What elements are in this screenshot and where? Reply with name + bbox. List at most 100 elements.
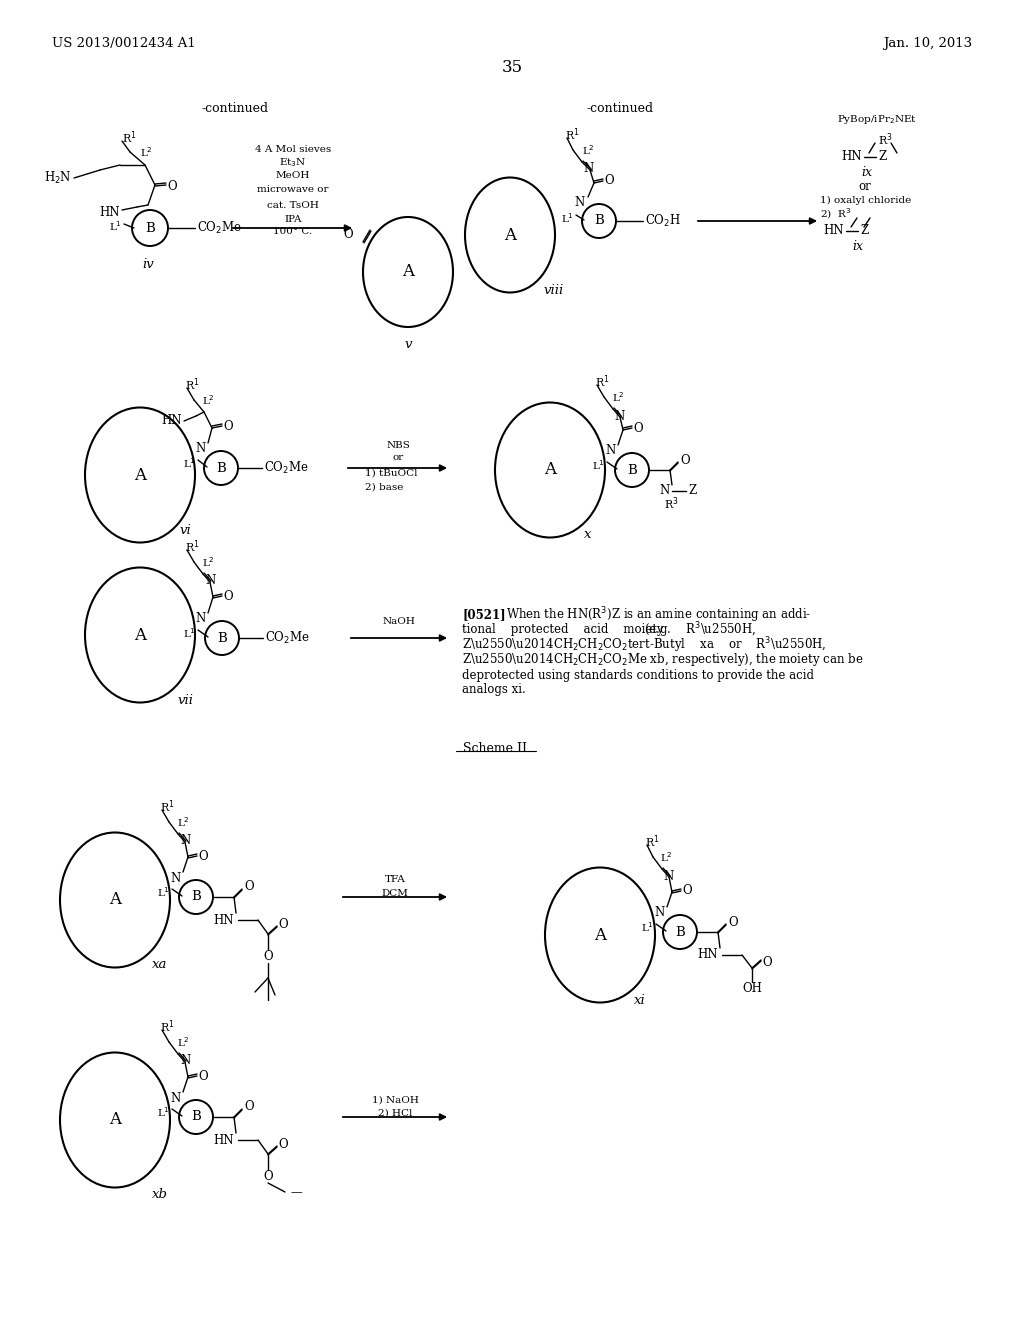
Text: HN: HN <box>823 224 844 238</box>
Text: N: N <box>614 409 625 422</box>
Text: N: N <box>205 574 215 587</box>
Text: O: O <box>633 421 643 434</box>
Text: 1) NaOH: 1) NaOH <box>372 1096 419 1105</box>
Text: O: O <box>278 1138 288 1151</box>
Text: A: A <box>134 466 146 483</box>
Text: O: O <box>278 917 288 931</box>
Text: N: N <box>583 162 593 176</box>
Text: HN: HN <box>213 1134 234 1147</box>
Text: O: O <box>198 850 208 862</box>
Text: CO$_2$H: CO$_2$H <box>645 213 681 230</box>
Text: O: O <box>680 454 689 466</box>
Text: 2) HCl: 2) HCl <box>378 1109 413 1118</box>
Text: 35: 35 <box>502 59 522 77</box>
Text: O: O <box>604 173 613 186</box>
Text: O: O <box>728 916 737 928</box>
Text: L$^1$: L$^1$ <box>157 1105 170 1119</box>
Text: O: O <box>167 180 176 193</box>
Text: A: A <box>504 227 516 243</box>
Text: N: N <box>196 612 206 626</box>
Text: viii: viii <box>544 284 564 297</box>
Text: L$^2$: L$^2$ <box>582 143 595 157</box>
Text: tional    protected    acid    moiety: tional protected acid moiety <box>462 623 664 636</box>
Text: —: — <box>290 1187 302 1200</box>
Text: O: O <box>682 884 691 898</box>
Text: L$^2$: L$^2$ <box>612 391 625 404</box>
Text: -continued: -continued <box>587 102 653 115</box>
Text: O: O <box>223 421 232 433</box>
Text: L$^1$: L$^1$ <box>183 626 196 640</box>
Text: iv: iv <box>142 259 154 272</box>
Text: microwave or: microwave or <box>257 185 329 194</box>
Text: R$^3$: R$^3$ <box>878 132 892 148</box>
Text: R$^1$: R$^1$ <box>565 127 580 144</box>
Text: L$^2$: L$^2$ <box>202 393 215 407</box>
Text: HN: HN <box>213 913 234 927</box>
Text: Scheme II: Scheme II <box>463 742 527 755</box>
Text: L$^2$: L$^2$ <box>202 556 215 569</box>
Text: B: B <box>191 891 201 903</box>
Text: Z: Z <box>688 484 696 498</box>
Text: N: N <box>654 907 665 920</box>
Text: (e.g.    R$^3$\u2550H,: (e.g. R$^3$\u2550H, <box>644 620 757 640</box>
Text: ix: ix <box>861 165 872 178</box>
Text: N: N <box>171 871 181 884</box>
Text: vi: vi <box>179 524 190 536</box>
Text: L$^1$: L$^1$ <box>109 219 122 232</box>
Text: CO$_2$Me: CO$_2$Me <box>264 459 308 477</box>
Text: R$^1$: R$^1$ <box>122 129 137 147</box>
Text: Jan. 10, 2013: Jan. 10, 2013 <box>883 37 972 49</box>
Text: NaOH: NaOH <box>383 618 416 627</box>
Text: B: B <box>627 463 637 477</box>
Text: CO$_2$Me: CO$_2$Me <box>197 220 242 236</box>
Text: DCM: DCM <box>382 888 409 898</box>
Text: US 2013/0012434 A1: US 2013/0012434 A1 <box>52 37 196 49</box>
Text: OH: OH <box>742 982 762 994</box>
Text: O: O <box>223 590 232 602</box>
Text: 2)  R$^3$: 2) R$^3$ <box>820 207 851 222</box>
Text: O: O <box>762 956 772 969</box>
Text: L$^1$: L$^1$ <box>592 458 605 471</box>
Text: R$^1$: R$^1$ <box>160 1019 175 1035</box>
Text: NBS: NBS <box>386 441 410 450</box>
Text: xb: xb <box>152 1188 168 1201</box>
Text: A: A <box>109 1111 121 1129</box>
Text: 100° C.: 100° C. <box>273 227 312 236</box>
Text: x: x <box>585 528 592 541</box>
Text: IPA: IPA <box>285 214 302 223</box>
Text: HN: HN <box>842 150 862 164</box>
Text: B: B <box>191 1110 201 1123</box>
Text: xi: xi <box>634 994 646 1006</box>
Text: N: N <box>171 1092 181 1105</box>
Text: R$^1$: R$^1$ <box>645 834 659 850</box>
Text: L$^2$: L$^2$ <box>177 814 189 829</box>
Text: A: A <box>594 927 606 944</box>
Text: L$^2$: L$^2$ <box>177 1035 189 1049</box>
Text: CO$_2$Me: CO$_2$Me <box>265 630 309 645</box>
Text: L$^1$: L$^1$ <box>157 886 170 899</box>
Text: O: O <box>244 1101 254 1114</box>
Text: O: O <box>343 227 353 240</box>
Text: 1) oxalyl chloride: 1) oxalyl chloride <box>820 195 911 205</box>
Text: H$_2$N: H$_2$N <box>44 170 72 186</box>
Text: B: B <box>594 214 604 227</box>
Text: or: or <box>392 454 403 462</box>
Text: N: N <box>659 484 670 498</box>
Text: R$^3$: R$^3$ <box>664 496 678 512</box>
Text: A: A <box>544 462 556 479</box>
Text: A: A <box>109 891 121 908</box>
Text: L$^1$: L$^1$ <box>183 457 196 470</box>
Text: HN: HN <box>697 949 718 961</box>
Text: deprotected using standards conditions to provide the acid: deprotected using standards conditions t… <box>462 668 814 681</box>
Text: N: N <box>196 442 206 455</box>
Text: vii: vii <box>177 693 193 706</box>
Text: xa: xa <box>153 958 168 972</box>
Text: cat. TsOH: cat. TsOH <box>267 202 318 210</box>
Text: R$^1$: R$^1$ <box>595 374 609 391</box>
Text: 1) tBuOCl: 1) tBuOCl <box>365 469 418 478</box>
Text: R$^1$: R$^1$ <box>160 799 175 816</box>
Text: B: B <box>216 462 226 474</box>
Text: R$^1$: R$^1$ <box>185 376 200 393</box>
Text: When the HN(R$^3$)Z is an amine containing an addi-: When the HN(R$^3$)Z is an amine containi… <box>506 605 811 624</box>
Text: HN: HN <box>99 206 120 219</box>
